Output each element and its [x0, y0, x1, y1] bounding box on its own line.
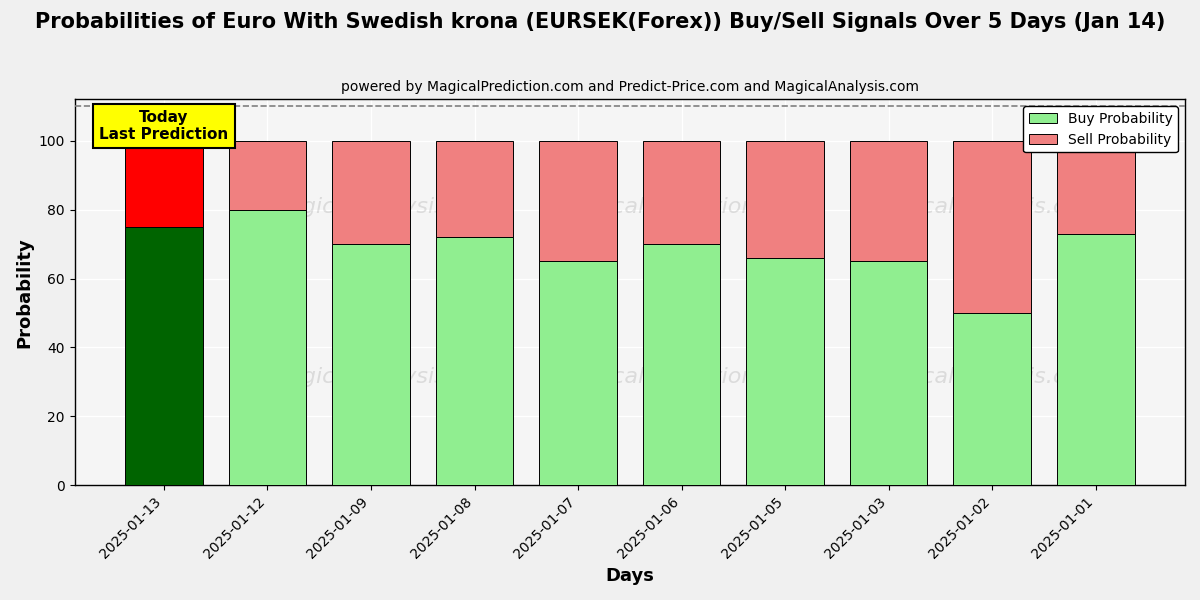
- Bar: [436, 140, 514, 237]
- Bar: [1057, 140, 1134, 234]
- Text: Today
Last Prediction: Today Last Prediction: [100, 110, 228, 142]
- Y-axis label: Probability: Probability: [16, 237, 34, 347]
- Bar: [953, 313, 1031, 485]
- Bar: [746, 258, 824, 485]
- Text: MagicalPrediction.com: MagicalPrediction.com: [559, 197, 811, 217]
- Bar: [1057, 234, 1134, 485]
- Bar: [746, 140, 824, 258]
- Text: MagicalAnalysis.com: MagicalAnalysis.com: [270, 367, 502, 387]
- Bar: [229, 140, 306, 209]
- Bar: [539, 140, 617, 261]
- Text: MagicalAnalysis.com: MagicalAnalysis.com: [870, 367, 1100, 387]
- Text: Probabilities of Euro With Swedish krona (EURSEK(Forex)) Buy/Sell Signals Over 5: Probabilities of Euro With Swedish krona…: [35, 12, 1165, 32]
- Text: MagicalAnalysis.com: MagicalAnalysis.com: [870, 197, 1100, 217]
- Bar: [643, 140, 720, 244]
- Title: powered by MagicalPrediction.com and Predict-Price.com and MagicalAnalysis.com: powered by MagicalPrediction.com and Pre…: [341, 80, 919, 94]
- Bar: [850, 140, 928, 261]
- Bar: [125, 227, 203, 485]
- Bar: [953, 140, 1031, 313]
- Bar: [229, 209, 306, 485]
- Text: MagicalAnalysis.com: MagicalAnalysis.com: [270, 197, 502, 217]
- Text: MagicalPrediction.com: MagicalPrediction.com: [559, 367, 811, 387]
- Bar: [643, 244, 720, 485]
- X-axis label: Days: Days: [605, 567, 654, 585]
- Legend: Buy Probability, Sell Probability: Buy Probability, Sell Probability: [1024, 106, 1178, 152]
- Bar: [125, 140, 203, 227]
- Bar: [850, 261, 928, 485]
- Bar: [332, 244, 410, 485]
- Bar: [539, 261, 617, 485]
- Bar: [436, 237, 514, 485]
- Bar: [332, 140, 410, 244]
